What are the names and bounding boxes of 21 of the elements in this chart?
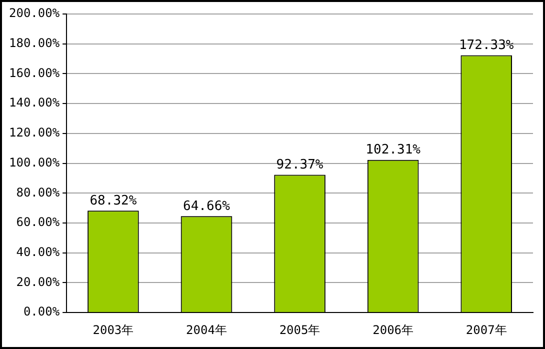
y-tick-label: 80.00%	[16, 185, 60, 200]
y-tick-label: 120.00%	[8, 126, 60, 140]
data-label: 102.31%	[366, 142, 421, 158]
data-label: 68.32%	[90, 193, 137, 208]
data-label: 92.37%	[276, 158, 324, 173]
x-tick-label: 2005年	[279, 322, 320, 337]
x-tick-label: 2006年	[372, 322, 414, 337]
y-tick-label: 160.00%	[8, 66, 60, 80]
y-tick-label: 200.00%	[8, 6, 60, 20]
y-tick-label: 40.00%	[16, 245, 60, 260]
y-tick-label: 20.00%	[16, 274, 60, 289]
data-label: 172.33%	[458, 38, 514, 54]
y-tick-label: 60.00%	[16, 215, 60, 230]
y-tick-label: 100.00%	[8, 155, 60, 170]
y-tick-label: 140.00%	[8, 96, 60, 110]
y-tick-label: 180.00%	[8, 36, 60, 50]
x-tick-label: 2007年	[466, 322, 507, 337]
data-label: 64.66%	[183, 198, 230, 214]
x-tick-label: 2004年	[186, 322, 227, 337]
y-tick-label: 0.00%	[23, 304, 60, 319]
x-tick-label: 2003年	[92, 322, 134, 337]
